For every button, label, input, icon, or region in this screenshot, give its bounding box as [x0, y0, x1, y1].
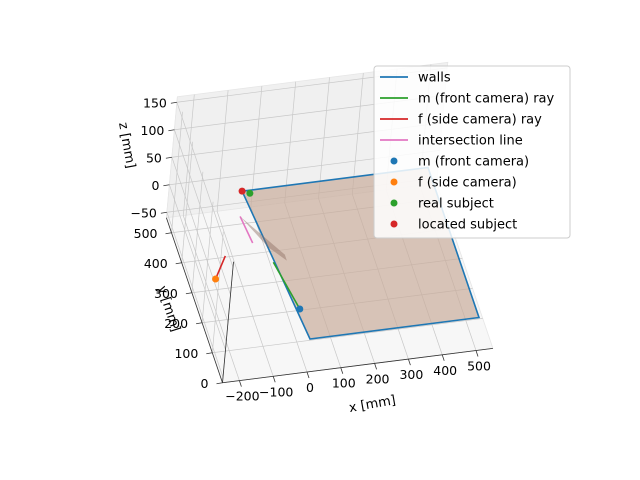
walls-line [240, 166, 481, 340]
legend-label-located-subject: located subject [418, 218, 517, 233]
x-tick-mark [408, 358, 411, 366]
x-tick-mark [340, 367, 344, 374]
grid-line [166, 212, 224, 378]
y-tick-mark [196, 322, 203, 325]
x-tick-label: −200 [225, 389, 259, 404]
legend-box [373, 65, 571, 239]
axis-line [166, 217, 223, 383]
grid-line [171, 157, 229, 323]
located-subject-point [238, 187, 246, 195]
grid-line [169, 184, 226, 350]
z-tick-mark [168, 129, 175, 132]
x-tick-mark [239, 380, 242, 387]
grid-line [182, 215, 240, 381]
y-tick-mark [175, 262, 182, 265]
y-tick-label: 400 [144, 256, 168, 271]
legend-label-real-subject: real subject [418, 197, 494, 212]
y-tick-mark [185, 292, 192, 295]
ray-shadow [240, 216, 287, 261]
axis-line [222, 347, 493, 384]
y-tick-mark [206, 352, 213, 355]
z-tick-label: −50 [131, 205, 157, 220]
z-tick-label: 100 [141, 123, 165, 138]
legend-label-intersection-line: intersection line [418, 134, 523, 149]
tick-labels: −200 −100 0 100 200 300 400 5000100200300400500… [131, 95, 491, 403]
x-tick-label: 500 [467, 359, 491, 374]
legend-swatch-located-subject [390, 220, 398, 228]
z-tick-mark [170, 101, 177, 104]
y-tick-mark [216, 382, 223, 385]
z-tick-mark [165, 156, 172, 159]
y-tick-label: 100 [174, 346, 198, 361]
z-tick-mark [163, 184, 170, 187]
legend-label-m-front-camera-: m (front camera) [418, 155, 529, 170]
real-subject-point [246, 189, 254, 197]
y-tick-label: 0 [201, 376, 209, 391]
m-front-camera-ray-line [272, 261, 301, 310]
z-axis-label: z [mm] [115, 121, 138, 169]
z-tick-label: 0 [151, 178, 159, 193]
m-front-camera--point [296, 305, 304, 313]
x-tick-label: −100 [259, 384, 293, 399]
z-tick-label: 50 [146, 150, 162, 165]
x-axis-label: x [mm] [348, 393, 397, 416]
intersection-line-line [239, 216, 254, 244]
axis-line [222, 261, 234, 383]
legend-swatch-m-front-camera- [390, 157, 398, 165]
legend-swatch-f-side-camera- [390, 178, 398, 186]
x-tick-label: 200 [366, 371, 390, 386]
legend-label-m-front-camera-ray: m (front camera) ray [418, 92, 555, 107]
legend-label-f-side-camera-ray: f (side camera) ray [418, 113, 542, 128]
x-tick-mark [272, 376, 276, 383]
grid-line [216, 211, 274, 377]
x-tick-label: 100 [332, 376, 356, 391]
x-tick-mark [441, 354, 445, 361]
x-tick-mark [306, 371, 310, 379]
grid-line [250, 206, 308, 373]
x-tick-label: 400 [433, 363, 457, 378]
grid-line [212, 318, 483, 354]
y-tick-label: 300 [154, 286, 178, 301]
legend: walls m (front camera) ray f (side camera)… [373, 65, 571, 239]
f-side-camera-ray-line [214, 255, 227, 280]
legend-label-f-side-camera-: f (side camera) [418, 176, 517, 191]
x-tick-mark [374, 363, 377, 370]
y-tick-mark [165, 232, 172, 235]
z-tick-mark [160, 211, 167, 214]
x-tick-label: 300 [399, 367, 423, 382]
x-tick-mark [475, 350, 479, 357]
z-tick-label: 150 [143, 95, 167, 110]
y-axis-label: y [mm] [154, 284, 183, 334]
grid-line [176, 102, 234, 268]
legend-swatch-real-subject [390, 199, 398, 207]
x-tick-label: 0 [306, 380, 314, 395]
y-tick-label: 200 [164, 316, 188, 331]
y-tick-label: 500 [134, 226, 158, 241]
f-side-camera--point [212, 275, 220, 283]
legend-label-walls: walls [418, 71, 451, 86]
